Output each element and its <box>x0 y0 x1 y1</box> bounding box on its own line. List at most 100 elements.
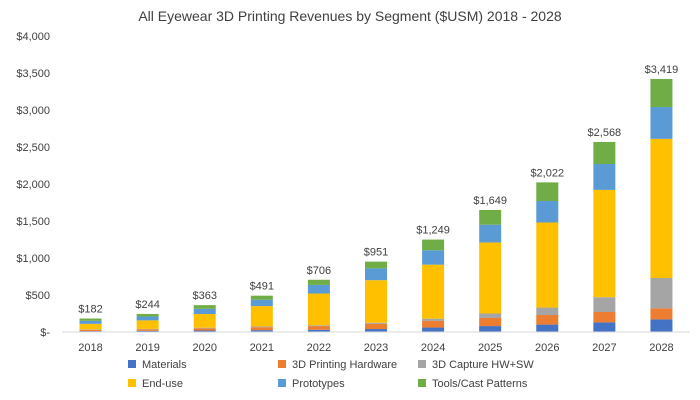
bar-segment <box>479 224 502 243</box>
bar-segment <box>593 141 616 165</box>
legend-label: 3D Capture HW+SW <box>432 359 534 371</box>
legend-label: Tools/Cast Patterns <box>432 378 528 390</box>
total-label: $2,568 <box>588 127 622 139</box>
y-tick-label: $3,500 <box>16 68 50 80</box>
chart-title: All Eyewear 3D Printing Revenues by Segm… <box>138 8 562 24</box>
total-label: $2,022 <box>530 167 564 179</box>
y-tick-label: $1,500 <box>16 216 50 228</box>
total-label: $3,419 <box>645 64 679 76</box>
total-label: $244 <box>135 299 159 311</box>
total-label: $951 <box>364 247 388 259</box>
bar-segment <box>422 318 445 321</box>
bar-segment <box>536 201 559 223</box>
bar-segment <box>136 329 159 331</box>
bar-segment <box>593 189 616 298</box>
y-tick-label: $2,500 <box>16 142 50 154</box>
bar-segment <box>193 308 216 315</box>
bar-segment <box>136 316 159 321</box>
bar-segment <box>307 293 330 326</box>
bar-segment <box>536 307 559 315</box>
y-tick-label: $4,000 <box>16 31 50 43</box>
legend-swatch <box>418 360 426 368</box>
legend-label: Materials <box>142 359 187 371</box>
y-tick-label: $2,000 <box>16 179 50 191</box>
bar-segment <box>536 314 559 325</box>
bar-segment <box>650 308 673 320</box>
bar-segment <box>650 319 673 332</box>
legend-swatch <box>128 379 136 387</box>
x-tick-label: 2022 <box>307 342 331 354</box>
bar-segment <box>365 261 387 269</box>
bar-segment <box>422 250 445 265</box>
bar-segment <box>365 268 387 281</box>
total-label: $1,649 <box>473 195 507 207</box>
bar-segment <box>536 222 559 308</box>
bar-segment <box>422 320 445 328</box>
bar-segment <box>479 242 502 314</box>
bar-segment <box>307 329 330 332</box>
bar-segment <box>193 330 216 332</box>
total-label: $1,249 <box>416 225 450 237</box>
legend-label: End-use <box>142 378 183 390</box>
bars <box>79 78 673 332</box>
bar-segment <box>136 320 159 329</box>
bar-segment <box>593 312 616 323</box>
legend-swatch <box>128 360 136 368</box>
x-tick-label: 2019 <box>135 342 159 354</box>
bar-segment <box>365 329 387 332</box>
bar-segment <box>250 327 273 331</box>
total-labels: $182 $244 $363 $491 $706 $951 $1,249 $1,649 $2,0… <box>78 64 678 316</box>
x-tick-label: 2025 <box>478 342 502 354</box>
bar-segment <box>593 322 616 332</box>
bar-segment <box>536 324 559 332</box>
y-tick-label: $1,000 <box>16 253 50 265</box>
x-tick-label: 2020 <box>192 342 216 354</box>
bar-segment <box>479 209 502 225</box>
bar-segment <box>365 280 387 323</box>
bar-segment <box>79 329 102 332</box>
bar-segment <box>193 328 216 331</box>
bar-segment <box>193 327 216 329</box>
bar-segment <box>136 313 159 317</box>
y-tick-label: $3,000 <box>16 105 50 117</box>
bar-segment <box>650 78 673 108</box>
bar-segment <box>307 279 330 285</box>
y-tick-label: $- <box>40 327 50 339</box>
x-tick-label: 2026 <box>535 342 559 354</box>
bar-segment <box>593 297 616 313</box>
bar-segment <box>307 326 330 330</box>
x-tick-label: 2023 <box>364 342 388 354</box>
bar-segment <box>79 323 102 330</box>
bar-segment <box>479 326 502 332</box>
bar-segment <box>650 138 673 278</box>
x-tick-label: 2024 <box>421 342 445 354</box>
bar-segment <box>536 182 559 202</box>
bar-segment <box>79 318 102 321</box>
bar-segment <box>307 284 330 294</box>
bar-segment <box>250 326 273 328</box>
y-tick-label: $500 <box>26 290 50 302</box>
bar-segment <box>479 317 502 327</box>
bar-segment <box>593 164 616 190</box>
legend-swatch <box>278 379 286 387</box>
total-label: $491 <box>250 281 274 293</box>
x-tick-label: 2028 <box>649 342 673 354</box>
legend-swatch <box>418 379 426 387</box>
bar-segment <box>365 323 387 330</box>
legend-label: 3D Printing Hardware <box>292 359 397 371</box>
bar-segment <box>136 330 159 332</box>
bar-segment <box>250 330 273 332</box>
y-axis: $- $500 $1,000 $1,500 $2,000 $2,500 $3,000 $3,5… <box>16 31 50 339</box>
total-label: $182 <box>78 304 102 316</box>
bar-segment <box>250 295 273 300</box>
bar-segment <box>250 306 273 327</box>
bar-segment <box>365 322 387 324</box>
bar-segment <box>479 313 502 318</box>
total-label: $363 <box>192 290 216 302</box>
x-tick-label: 2018 <box>78 342 102 354</box>
bar-segment <box>193 314 216 328</box>
bar-segment <box>193 305 216 309</box>
bar-segment <box>422 239 445 251</box>
legend-label: Prototypes <box>292 378 345 390</box>
